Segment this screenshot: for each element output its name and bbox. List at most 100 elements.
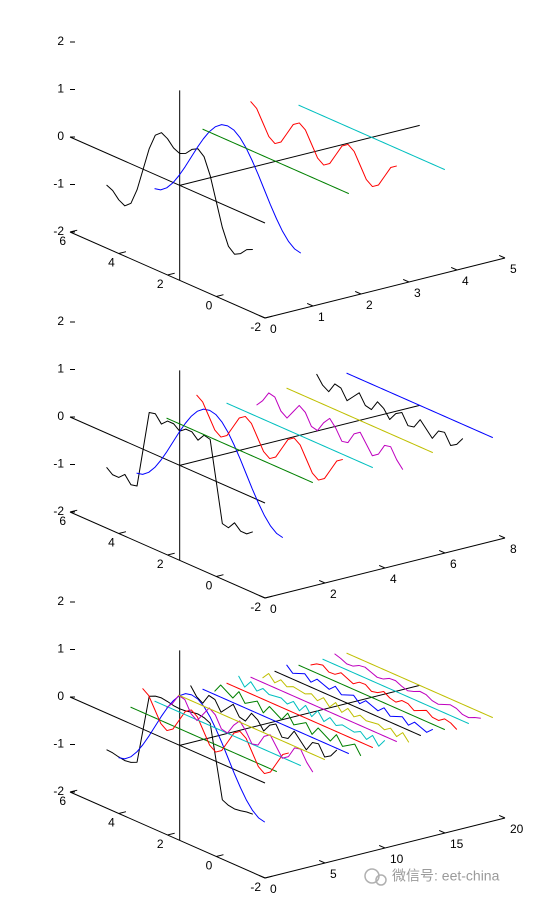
z-tick-label: 1 [57, 642, 64, 656]
depth-tick [318, 859, 326, 864]
harmonic-line [250, 676, 398, 743]
depth-tick [438, 549, 446, 554]
depth-tick [378, 844, 386, 849]
z-tick-label: 1 [57, 362, 64, 376]
harmonic-line [136, 408, 284, 539]
watermark-icon [364, 868, 387, 886]
t-tick [216, 574, 224, 577]
depth-tick [306, 302, 314, 307]
z-tick-label: -2 [53, 504, 64, 518]
depth-tick-label: 20 [510, 822, 524, 836]
z-tick-label: 2 [57, 594, 64, 608]
harmonic-line [226, 682, 374, 749]
depth-tick [498, 254, 506, 259]
harmonic-line [316, 373, 464, 446]
t-tick [264, 595, 273, 599]
t-tick [216, 294, 224, 297]
depth-tick-label: 0 [270, 882, 277, 896]
depth-tick-label: 2 [366, 298, 373, 312]
z-tick-label: 1 [57, 82, 64, 96]
depth-tick [318, 579, 326, 584]
depth-tick [498, 534, 506, 539]
t-tick [216, 854, 224, 857]
depth-axis [264, 257, 506, 319]
depth-tick [258, 874, 266, 879]
z-tick-label: 2 [57, 34, 64, 48]
t-tick-label: 6 [59, 514, 66, 528]
depth-tick-label: 10 [390, 852, 404, 866]
harmonic-line [142, 688, 289, 775]
harmonic-line [166, 417, 314, 484]
depth-tick-label: 6 [450, 557, 457, 571]
z-tick-label: -2 [53, 224, 64, 238]
z-tick-label: 0 [57, 689, 64, 703]
harmonic-line [298, 104, 446, 171]
harmonic-line [256, 392, 404, 470]
t-tick-label: 0 [206, 579, 213, 593]
harmonic-line [334, 653, 481, 719]
harmonic-line [118, 693, 266, 823]
t-tick [167, 832, 175, 836]
harmonic-line [286, 664, 434, 733]
t-tick-label: 0 [206, 299, 213, 313]
harmonic-line [250, 101, 397, 188]
depth-tick-label: 8 [510, 542, 517, 556]
depth-tick [258, 314, 266, 319]
t-tick-label: -2 [250, 320, 261, 334]
t-tick-label: -2 [250, 600, 261, 614]
t-tick-label: 4 [108, 256, 115, 270]
t-tick-label: 2 [157, 837, 164, 851]
depth-tick [378, 564, 386, 569]
z-tick-label: 0 [57, 409, 64, 423]
harmonic-line [106, 695, 253, 815]
harmonic-line [202, 688, 350, 755]
t-tick-label: 6 [59, 794, 66, 808]
z-tick-label: -1 [53, 177, 64, 191]
depth-tick [450, 266, 458, 271]
harmonic-line [274, 670, 422, 737]
harmonic-line [106, 132, 253, 255]
harmonic-line [196, 394, 343, 481]
harmonic-line [346, 372, 494, 439]
t-tick-label: 0 [206, 859, 213, 873]
z-tick-label: -1 [53, 737, 64, 751]
depth-tick-label: 4 [390, 572, 397, 586]
harmonic-line [178, 694, 326, 761]
depth-tick-label: 0 [270, 602, 277, 616]
depth-tick [438, 829, 446, 834]
zero-line [69, 136, 266, 224]
harmonic-line [202, 128, 350, 195]
harmonic-line [322, 658, 470, 725]
depth-tick-label: 3 [414, 286, 421, 300]
t-tick [118, 811, 127, 814]
t-tick-label: 2 [157, 557, 164, 571]
t-tick [118, 531, 127, 534]
harmonic-line [130, 706, 278, 773]
z-tick-label: -1 [53, 457, 64, 471]
harmonic-line [310, 663, 458, 730]
zero-line [69, 416, 266, 504]
t-tick [264, 875, 273, 879]
depth-tick [258, 594, 266, 599]
harmonic-line [226, 402, 374, 469]
depth-tick-label: 2 [330, 587, 337, 601]
harmonic-line [298, 664, 446, 731]
depth-tick-label: 5 [330, 867, 337, 881]
t-tick [167, 552, 175, 556]
harmonic-line [214, 684, 362, 757]
depth-tick [402, 278, 410, 283]
t-tick-label: 4 [108, 816, 115, 830]
z-tick-label: 0 [57, 129, 64, 143]
depth-tick-label: 0 [270, 322, 277, 336]
watermark: 微信号: eet-china [392, 868, 500, 884]
t-tick [264, 315, 273, 319]
harmonic-line [346, 652, 494, 719]
t-tick-label: 2 [157, 277, 164, 291]
z-tick-label: 2 [57, 314, 64, 328]
depth-tick-label: 5 [510, 262, 517, 276]
t-tick [118, 251, 127, 254]
harmonic-line [154, 124, 302, 254]
depth-tick-label: 15 [450, 837, 464, 851]
harmonic-line [190, 685, 338, 758]
